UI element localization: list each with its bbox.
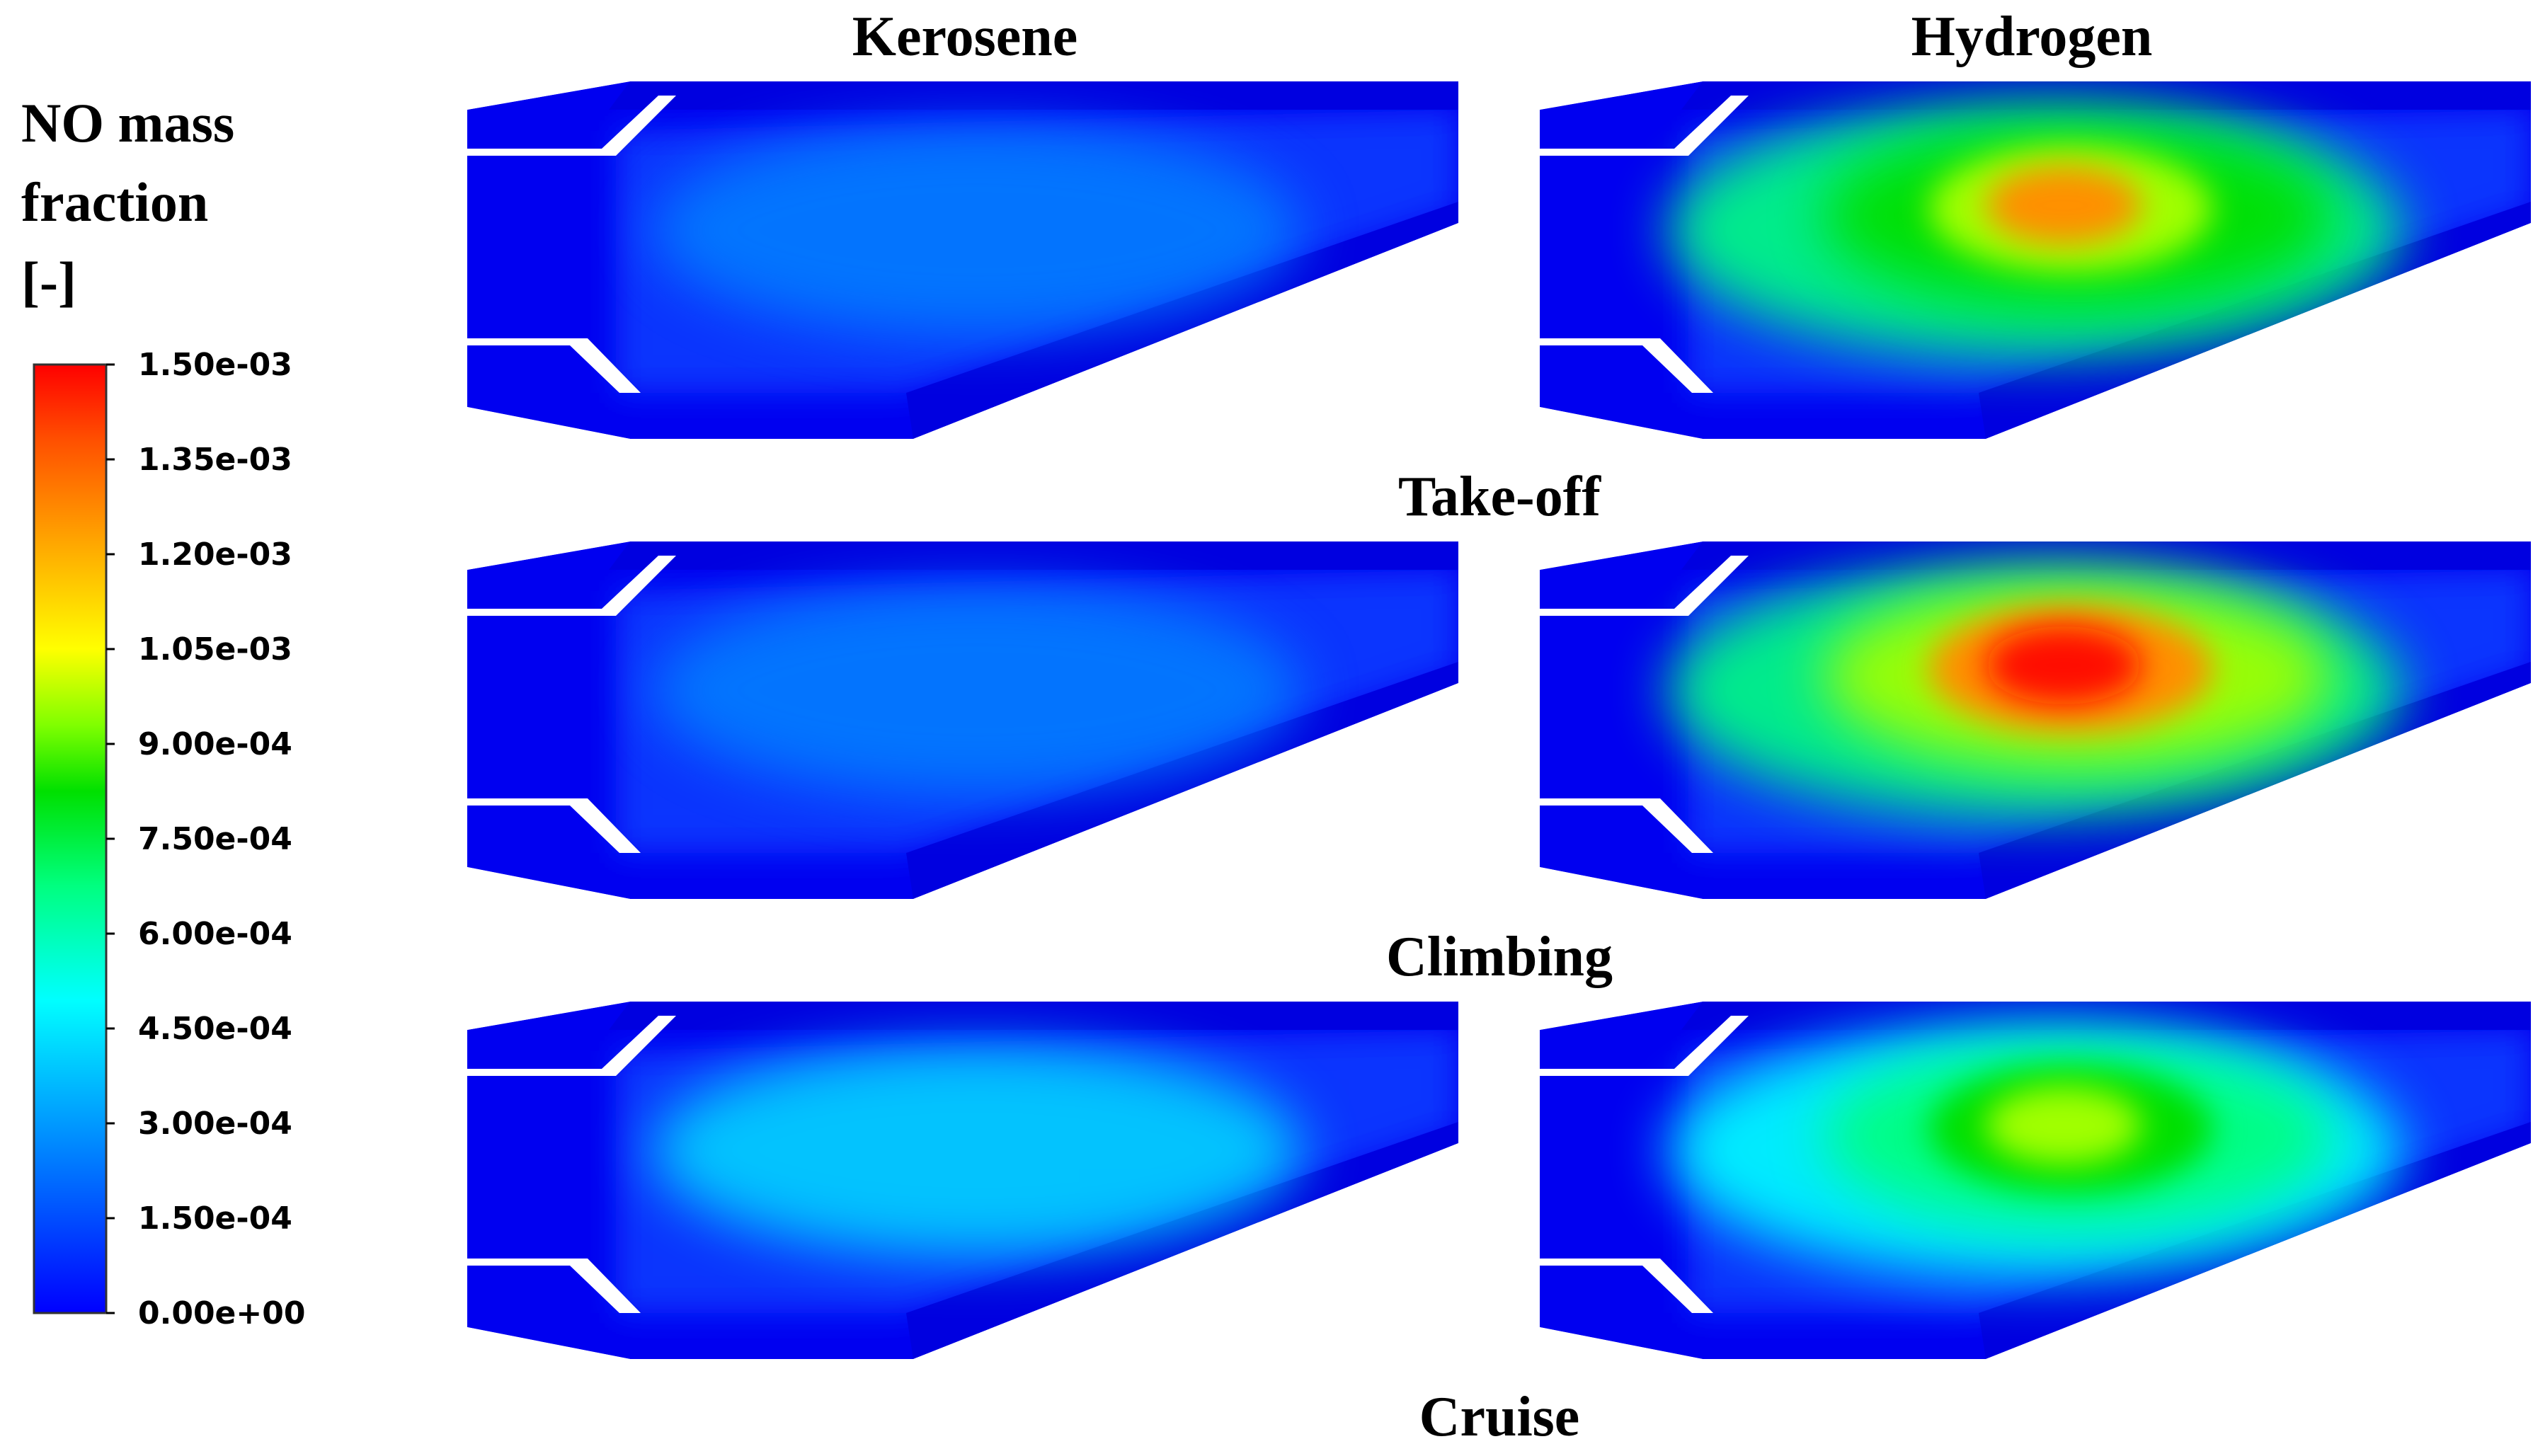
panel-kerosene-take-off <box>467 81 1458 439</box>
colorbar-ticks: 1.50e-03 1.35e-03 1.20e-03 1.05e-03 9.00e-04… <box>106 347 306 1331</box>
plume-core <box>1986 626 2142 704</box>
lower-injector-slot <box>1540 1259 1713 1313</box>
lower-injector-slot <box>1540 338 1713 393</box>
plume-core <box>1986 1087 2142 1164</box>
colorbar-tick-label: 0.00e+00 <box>138 1295 306 1331</box>
contour-field <box>467 81 1458 439</box>
plume-core <box>1986 166 2142 244</box>
panel-kerosene-cruise <box>467 1002 1458 1359</box>
colorbar-tick-label: 1.35e-03 <box>138 442 292 478</box>
colorbar-title-line-2: fraction <box>21 171 208 233</box>
column-header-kerosene: Kerosene <box>852 6 1077 68</box>
top-wall <box>609 81 1458 110</box>
side-wall <box>906 1122 1458 1359</box>
colorbar-tick-label: 1.20e-03 <box>138 537 292 573</box>
upper-injector-slot <box>1540 556 1749 616</box>
colorbar-tick-label: 7.50e-04 <box>138 821 292 857</box>
lower-injector-slot <box>1540 798 1713 853</box>
lower-injector-slot <box>467 338 641 393</box>
side-wall <box>906 662 1458 899</box>
column-header-hydrogen: Hydrogen <box>1911 6 2153 68</box>
top-wall <box>1681 541 2531 570</box>
row-label-take-off: Take-off <box>1398 466 1601 528</box>
upper-injector-slot <box>467 96 676 156</box>
plume-outer <box>651 124 1303 336</box>
top-wall <box>1681 81 2531 110</box>
colorbar-tick-label: 9.00e-04 <box>138 726 292 762</box>
contour-panels <box>467 81 2531 1359</box>
colorbar-tick-label: 1.50e-03 <box>138 347 292 383</box>
panel-hydrogen-climbing <box>1540 541 2531 899</box>
panel-kerosene-climbing <box>467 541 1458 899</box>
colorbar-tick-label: 1.50e-04 <box>138 1200 292 1237</box>
colorbar-title-line-1: NO mass <box>21 92 234 154</box>
lower-injector-slot <box>467 1259 641 1313</box>
colorbar-title-line-3: [-] <box>21 251 76 312</box>
contour-field <box>1540 1002 2531 1359</box>
contour-field <box>467 541 1458 899</box>
colorbar-tick-label: 6.00e-04 <box>138 916 292 952</box>
colorbar: NO mass fraction [-] 1.50e-03 1.35e-03 1.2… <box>21 92 306 1331</box>
plume-outer <box>651 1044 1303 1256</box>
upper-injector-slot <box>1540 96 1749 156</box>
contour-field <box>1540 541 2531 899</box>
colorbar-tick-label: 3.00e-04 <box>138 1106 292 1142</box>
upper-injector-slot <box>467 556 676 616</box>
lower-injector-slot <box>467 798 641 853</box>
top-wall <box>609 541 1458 570</box>
plume-outer <box>651 584 1303 796</box>
upper-injector-slot <box>467 1016 676 1076</box>
row-label-climbing: Climbing <box>1386 926 1613 988</box>
top-wall <box>609 1002 1458 1030</box>
upper-injector-slot <box>1540 1016 1749 1076</box>
colorbar-tick-label: 4.50e-04 <box>138 1011 292 1047</box>
top-wall <box>1681 1002 2531 1030</box>
colorbar-tick-label: 1.05e-03 <box>138 631 292 667</box>
panel-hydrogen-cruise <box>1540 1002 2531 1359</box>
colorbar-gradient <box>33 363 108 1314</box>
side-wall <box>906 202 1458 439</box>
contour-field <box>1540 81 2531 439</box>
contour-field <box>467 1002 1458 1359</box>
row-label-cruise: Cruise <box>1419 1386 1580 1448</box>
panel-hydrogen-take-off <box>1540 81 2531 439</box>
